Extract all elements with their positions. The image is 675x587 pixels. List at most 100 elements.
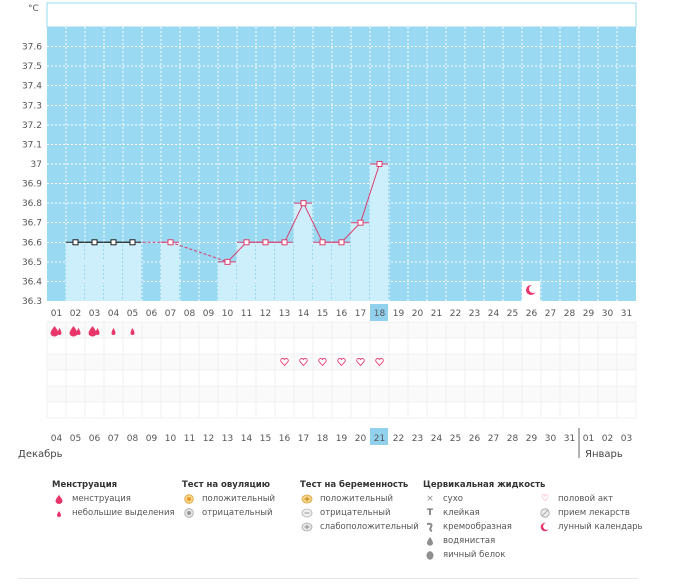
heart-icon: [375, 358, 384, 367]
pregnancy-negative-icon: [300, 508, 314, 518]
y-tick-label: 36.6: [22, 238, 42, 248]
y-tick-label: 37.4: [22, 82, 42, 92]
legend-item: положительный: [300, 492, 419, 506]
y-tick-label: 37: [31, 160, 42, 170]
month-january: Январь: [585, 449, 623, 460]
legend-item: небольшие выделения: [52, 506, 175, 520]
temperature-point: [72, 239, 79, 246]
temperature-bar: [370, 164, 388, 301]
temperature-point: [129, 239, 136, 246]
y-axis-labels: 37.6 37.5 37.4 37.3 37.2 37.1 37 36.9 36.8 36.7 36…: [22, 43, 42, 307]
heart-icon: ♡: [540, 494, 550, 504]
legend-label: лунный календарь: [558, 522, 643, 532]
spotting-drop-icon: [130, 328, 135, 335]
date-label: 20: [355, 434, 367, 444]
cycle-day-label: 18: [374, 309, 386, 319]
spotting-drop-icon: [111, 328, 116, 335]
menstruation-drop-icon: [76, 328, 81, 335]
legend-label: отрицательный: [202, 508, 273, 518]
legend-label: небольшие выделения: [72, 508, 175, 518]
legend-item: × сухо: [423, 492, 545, 506]
temperature-point: [167, 239, 174, 246]
legend-label: положительный: [320, 494, 393, 504]
legend-item: прием лекарств: [538, 506, 643, 520]
legend-cervical: Цервикальная жидкость × сухо T клейкая к…: [423, 478, 545, 562]
legend-other: ♡ половой акт прием лекарств лунный кале…: [538, 492, 643, 534]
legend-pregnancy: Тест на беременность положительный отриц…: [300, 478, 419, 534]
date-label: 22: [393, 434, 404, 444]
legend-label: водянистая: [443, 536, 496, 546]
y-tick-label: 36.3: [22, 297, 42, 307]
temperature-points: [66, 161, 388, 265]
temperature-segment: [303, 202, 323, 243]
y-tick-label: 37.1: [22, 140, 42, 150]
cycle-day-label: 07: [165, 309, 176, 319]
legend: Менструация менструация небольшие выделе…: [0, 478, 675, 587]
cycle-day-label: 25: [507, 309, 518, 319]
pregnancy-positive-icon: [300, 494, 314, 504]
cycle-day-label: 21: [431, 309, 442, 319]
temperature-bar: [351, 222, 369, 301]
temperature-point: [243, 239, 250, 246]
temperature-bar: [294, 203, 312, 301]
menstruation-drop-icon: [95, 328, 100, 335]
temperature-point: [281, 239, 288, 246]
legend-label: отрицательный: [320, 508, 391, 518]
date-label: 12: [203, 434, 214, 444]
legend-pregnancy-title: Тест на беременность: [300, 480, 409, 490]
sticky-icon: T: [426, 508, 434, 518]
date-label: 02: [602, 434, 613, 444]
legend-item: водянистая: [423, 534, 545, 548]
legend-item: положительный: [182, 492, 275, 506]
temperature-segment: [341, 222, 361, 243]
legend-label: положительный: [202, 494, 275, 504]
date-label: 19: [336, 434, 348, 444]
dry-icon: ×: [426, 494, 434, 504]
date-label: 27: [488, 434, 499, 444]
y-tick-label: 37.6: [22, 43, 42, 53]
cycle-day-label: 10: [222, 309, 234, 319]
date-label: 06: [89, 434, 101, 444]
temperature-point: [376, 161, 383, 167]
date-label: 09: [146, 434, 158, 444]
legend-label: клейкая: [443, 508, 480, 518]
temperature-segment: [284, 202, 304, 243]
y-tick-label: 36.7: [22, 219, 42, 229]
cycle-day-label: 22: [450, 309, 461, 319]
date-label: 07: [108, 434, 119, 444]
menstruation-drop-icon: [50, 326, 59, 337]
events-grid: [46, 321, 637, 419]
cycle-day-label: 27: [545, 309, 556, 319]
temperature-bar: [332, 242, 350, 301]
date-label: 24: [431, 434, 443, 444]
legend-item: лунный календарь: [538, 520, 643, 534]
date-label: 08: [127, 434, 139, 444]
cycle-day-label: 14: [298, 309, 310, 319]
menstruation-drop-icon: [88, 326, 97, 337]
legend-item: отрицательный: [182, 506, 275, 520]
heart-icon: [356, 358, 365, 367]
ovulation-negative-icon: [182, 508, 196, 518]
temperature-bar: [66, 242, 84, 301]
y-tick-label: 36.5: [22, 258, 42, 268]
date-label: 04: [51, 434, 63, 444]
y-tick-label: 36.4: [22, 277, 42, 287]
temperature-point: [91, 239, 98, 246]
cycle-day-label: 24: [488, 309, 500, 319]
date-label: 31: [564, 434, 575, 444]
event-row: [46, 337, 637, 355]
temperature-point: [110, 239, 117, 246]
menstruation-drop-icon: [69, 326, 78, 337]
legend-ovulation-title: Тест на овуляцию: [182, 480, 271, 490]
temperature-bar: [256, 242, 274, 301]
heart-icon: [280, 358, 289, 367]
temperature-point: [338, 239, 345, 246]
legend-item: ♡ половой акт: [538, 492, 643, 506]
pregnancy-weak-icon: [300, 522, 314, 532]
legend-label: половой акт: [558, 494, 614, 504]
cycle-day-label: 02: [70, 309, 81, 319]
date-label: 01: [583, 434, 594, 444]
legend-item: менструация: [52, 492, 175, 506]
legend-ovulation: Тест на овуляцию положительный отрицател…: [182, 478, 275, 520]
date-label: 25: [450, 434, 461, 444]
